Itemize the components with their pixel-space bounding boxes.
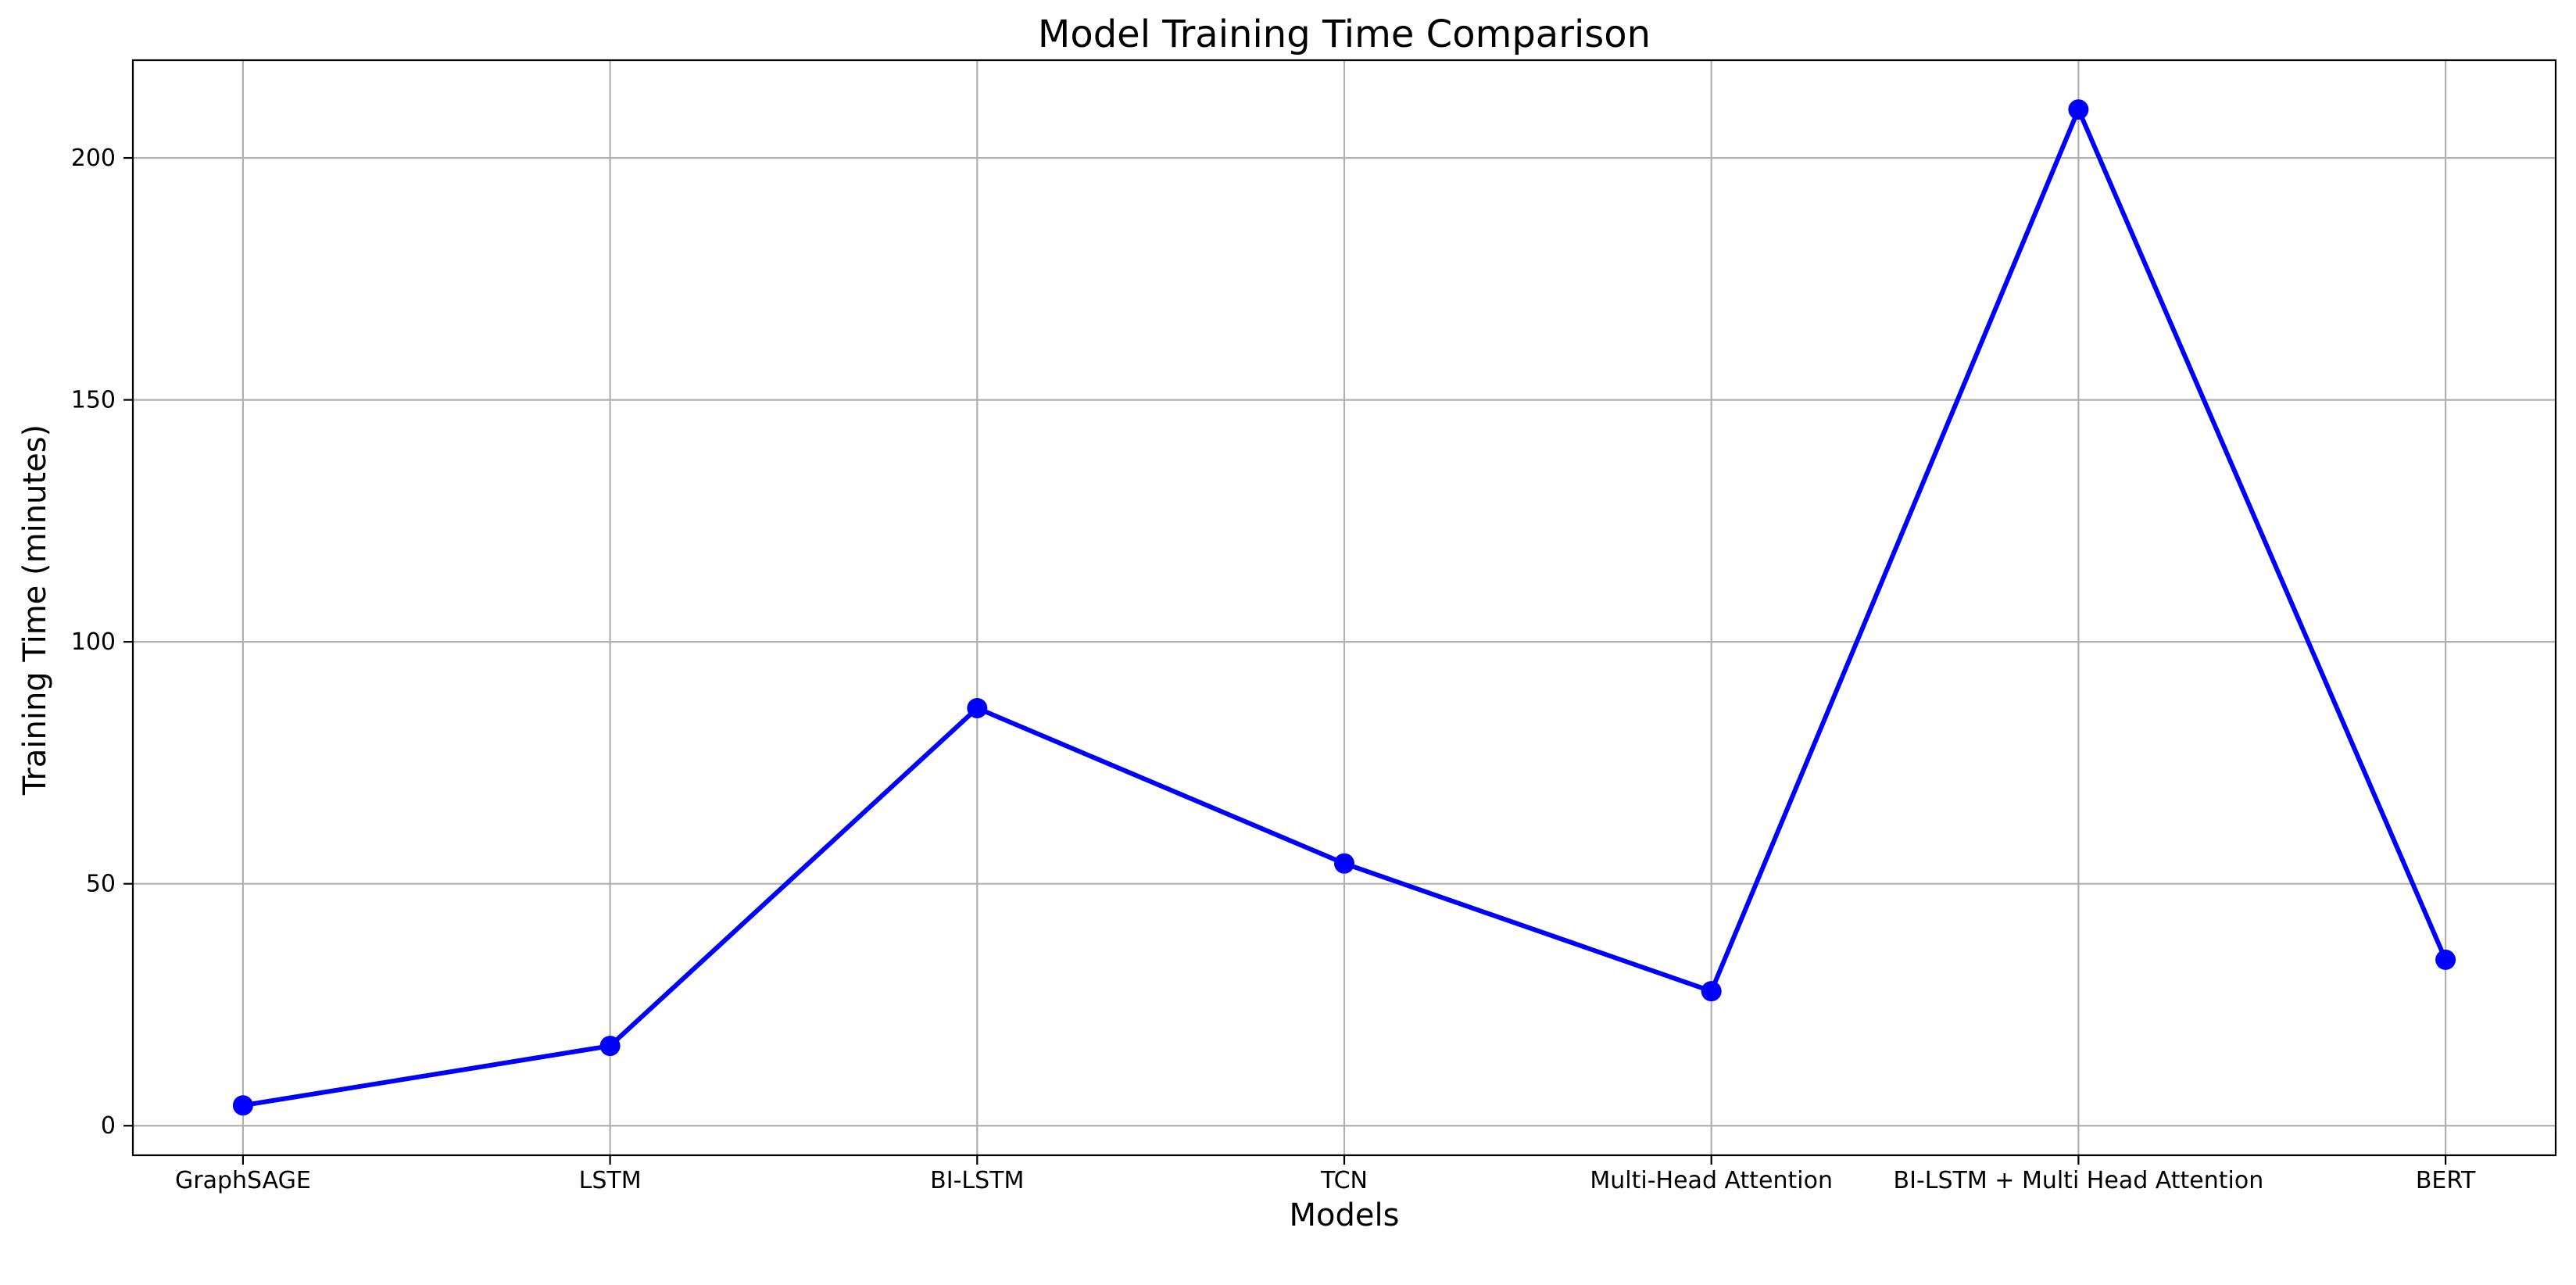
data-point-marker: [1701, 981, 1722, 1002]
data-point-marker: [232, 1095, 253, 1116]
y-tick-label: 0: [101, 1112, 116, 1140]
y-tick-label: 150: [71, 387, 116, 414]
data-point-marker: [2435, 949, 2456, 970]
series-layer: [232, 99, 2456, 1116]
y-tick-label: 200: [71, 145, 116, 172]
x-tick-label: Multi-Head Attention: [1590, 1167, 1833, 1194]
chart-title: Model Training Time Comparison: [1038, 13, 1651, 56]
x-axis-label: Models: [1290, 1197, 1400, 1233]
tick-layer: GraphSAGE LSTM BI-LSTM TCN Multi-Head Attent…: [71, 145, 2476, 1194]
y-tick-label: 100: [71, 628, 116, 656]
y-axis-label: Training Time (minutes): [17, 424, 53, 796]
data-point-marker: [967, 697, 988, 718]
x-tick-label: BI-LSTM: [930, 1167, 1024, 1194]
y-tick-label: 50: [86, 871, 116, 898]
x-tick-label: TCN: [1320, 1167, 1368, 1194]
x-tick-label: BERT: [2416, 1167, 2476, 1194]
data-point-marker: [599, 1036, 621, 1057]
x-tick-label: BI-LSTM + Multi Head Attention: [1894, 1167, 2264, 1194]
data-point-marker: [1334, 853, 1354, 874]
x-tick-label: GraphSAGE: [175, 1167, 311, 1194]
grid-layer: [133, 60, 2556, 1155]
x-tick-label: LSTM: [579, 1167, 642, 1194]
data-point-marker: [2068, 99, 2089, 120]
